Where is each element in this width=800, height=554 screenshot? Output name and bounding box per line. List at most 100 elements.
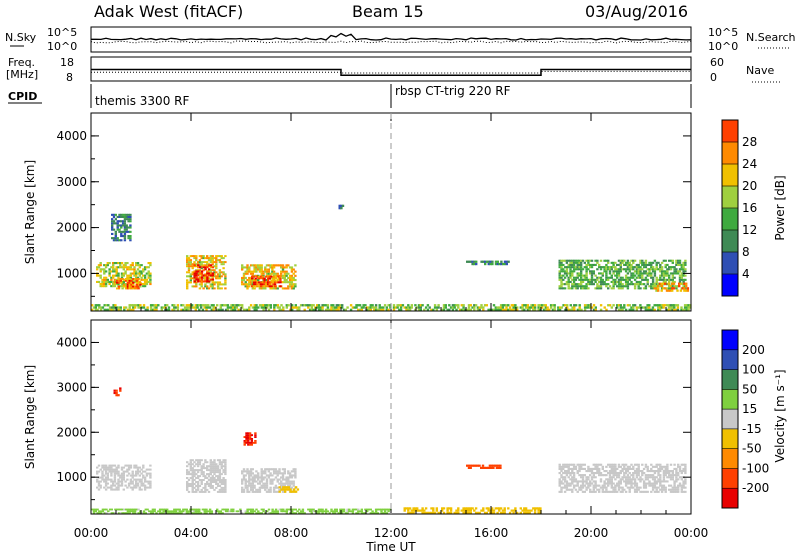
heat-cell (657, 287, 660, 290)
heat-cell (562, 278, 565, 281)
heat-cell (671, 304, 674, 307)
heat-cell (127, 226, 130, 229)
heat-cell (467, 306, 471, 309)
heat-cell (364, 304, 367, 307)
heat-cell (576, 261, 579, 264)
heat-cell (628, 266, 631, 269)
heat-cell (626, 263, 630, 266)
heat-cell (115, 389, 118, 392)
heat-cell (272, 281, 275, 284)
heat-cell (285, 486, 289, 489)
heat-cell (624, 476, 628, 479)
heat-cell (614, 490, 617, 493)
heat-cell (283, 274, 286, 277)
heat-cell (563, 287, 567, 290)
heat-cell (505, 304, 508, 307)
heat-cell (206, 481, 209, 483)
heat-cell (659, 474, 662, 477)
heat-cell (605, 465, 608, 468)
heat-cell (684, 268, 687, 271)
heat-cell (646, 474, 649, 477)
heat-cell (619, 480, 622, 483)
heat-cell (115, 268, 118, 271)
heat-cell (668, 470, 671, 473)
heat-cell (164, 508, 167, 511)
heat-cell (117, 474, 120, 477)
heat-cell (200, 261, 203, 264)
heat-cell (637, 486, 640, 489)
heat-cell (101, 464, 104, 467)
heat-cell (603, 470, 606, 473)
heat-cell (110, 278, 113, 281)
heat-cell (666, 467, 669, 470)
heat-cell (193, 490, 196, 493)
heat-cell (264, 486, 267, 489)
heat-cell (147, 468, 150, 471)
heat-cell (206, 257, 209, 260)
heat-cell (116, 224, 119, 227)
heat-cell (323, 304, 326, 307)
heat-cell (117, 279, 121, 282)
heat-cell (258, 488, 262, 491)
heat-cell (281, 482, 285, 485)
heat-cell (607, 463, 610, 466)
heat-cell (258, 270, 262, 273)
heat-cell (662, 478, 666, 481)
heat-cell (206, 270, 209, 273)
heat-cell (103, 264, 106, 267)
heat-cell (232, 508, 235, 511)
heat-cell (680, 470, 683, 473)
heat-cell (96, 512, 99, 514)
heat-cell (208, 264, 211, 267)
heat-cell (664, 272, 667, 275)
heat-cell (249, 304, 253, 307)
heat-cell (118, 224, 121, 227)
heat-cell (630, 474, 633, 477)
heat-cell (119, 476, 122, 479)
heat-cell (687, 308, 690, 311)
heat-cell (462, 509, 465, 512)
heat-cell (471, 507, 474, 510)
heat-cell (607, 261, 610, 264)
heat-cell (124, 480, 127, 483)
heat-cell (671, 472, 674, 475)
heat-cell (191, 488, 194, 491)
heat-cell (321, 510, 324, 513)
heat-cell (224, 488, 227, 491)
heat-cell (637, 306, 640, 309)
heat-cell (500, 260, 503, 263)
heat-cell (101, 268, 104, 271)
heat-cell (189, 463, 192, 466)
heat-cell (247, 434, 250, 437)
heat-cell (476, 464, 479, 467)
heat-cell (633, 270, 637, 273)
heat-cell (136, 472, 140, 475)
heat-cell (594, 259, 597, 262)
heat-cell (211, 272, 215, 275)
heat-cell (651, 482, 655, 485)
heat-cell (264, 468, 267, 471)
heat-cell (657, 306, 660, 309)
heat-cell (675, 488, 678, 491)
heat-cell (121, 222, 125, 225)
heat-cell (637, 268, 640, 271)
heat-cell (265, 484, 269, 487)
heat-cell (603, 490, 606, 493)
heat-cell (580, 285, 583, 288)
heat-cell (653, 268, 657, 271)
heat-cell (362, 304, 365, 307)
heat-cell (285, 281, 288, 284)
heat-cell (410, 511, 413, 514)
heat-cell (678, 465, 682, 468)
heat-cell (608, 304, 612, 307)
heat-cell (99, 264, 102, 267)
heat-cell (292, 482, 295, 485)
heat-cell (198, 259, 202, 262)
heat-cell (287, 486, 290, 489)
heat-cell (127, 220, 130, 223)
heat-cell (673, 306, 676, 309)
heat-cell (664, 470, 667, 473)
heat-cell (619, 280, 622, 283)
heat-cell (214, 306, 217, 309)
heat-cell (131, 480, 134, 483)
